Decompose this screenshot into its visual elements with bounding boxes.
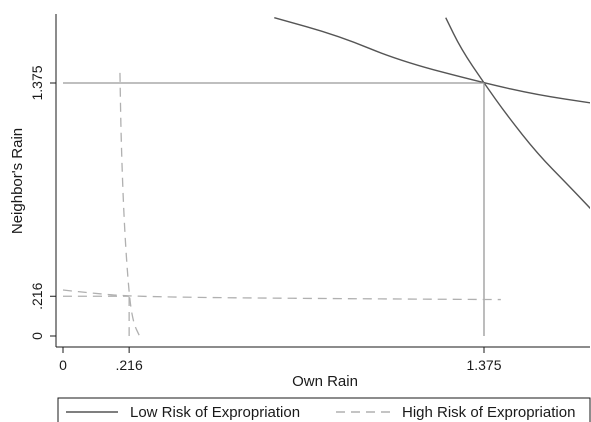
series-0-best-response-own-line	[445, 17, 590, 210]
legend-box	[57, 397, 591, 422]
y-axis-title: Neighbor's Rain	[9, 128, 26, 234]
x-tick-label: .216	[116, 357, 143, 373]
series-1-best-response-own-line	[119, 72, 141, 337]
tick-layer: 0 .216 1.375 0 .216 1.375	[29, 65, 502, 373]
legend-label-low-risk: Low Risk of Expropriation	[130, 404, 300, 421]
x-axis-title: Own Rain	[292, 373, 358, 390]
x-tick-label: 0	[59, 357, 67, 373]
series-1-best-response-neighbor-line	[62, 289, 501, 301]
series-layer	[62, 17, 590, 337]
series-0-best-response-neighbor-line	[274, 17, 590, 104]
legend: Low Risk of Expropriation High Risk of E…	[57, 397, 591, 422]
y-tick-label: .216	[29, 282, 45, 309]
y-tick-label: 1.375	[29, 65, 45, 100]
legend-label-high-risk: High Risk of Expropriation	[402, 404, 575, 421]
x-tick-label: 1.375	[466, 357, 501, 373]
y-tick-label: 0	[29, 332, 45, 340]
